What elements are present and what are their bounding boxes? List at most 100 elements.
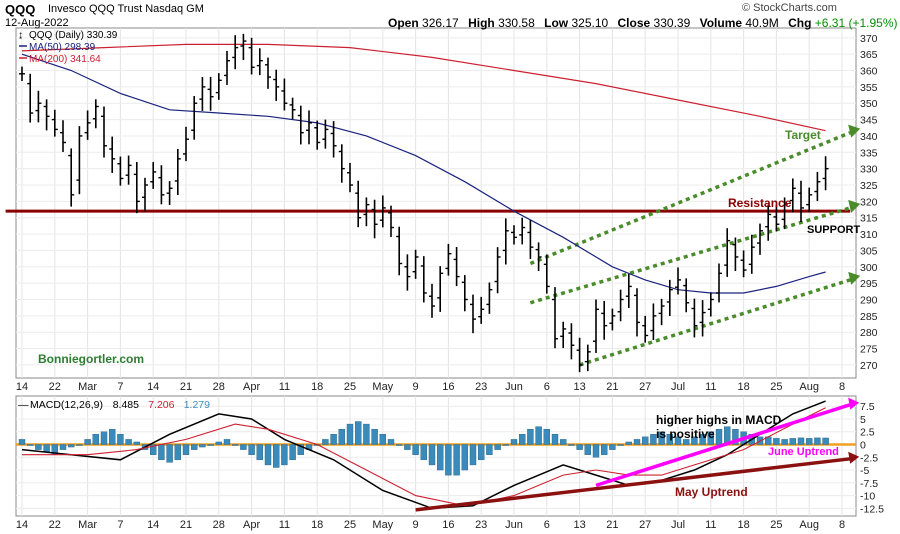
price-tick-label: 300 bbox=[860, 262, 878, 274]
macd-histogram-bar bbox=[666, 434, 673, 445]
date-tick-label: 13 bbox=[573, 381, 585, 393]
legend-entry: MA(200) 341.64 bbox=[29, 54, 101, 65]
date-tick-label: Mar bbox=[78, 519, 97, 531]
macd-histogram-bar bbox=[428, 444, 436, 466]
date-tick-label: 22 bbox=[49, 381, 61, 393]
macd-histogram-bar bbox=[264, 444, 272, 466]
macd-legend: — MACD(12,26,9) 8.485 7.206 1.279 bbox=[18, 399, 210, 411]
price-tick-label: 270 bbox=[860, 360, 878, 372]
macd-histogram-bar bbox=[273, 444, 280, 468]
price-tick-label: 305 bbox=[860, 245, 878, 257]
macd-histogram-bar bbox=[789, 438, 796, 445]
macd-tick-label: 2.5 bbox=[860, 427, 875, 439]
macd-histogram-bar bbox=[379, 434, 386, 445]
macd-tick-label: 7.5 bbox=[860, 401, 875, 413]
close-value: 330.39 bbox=[653, 16, 691, 30]
change-value: +6.31 (+1.95%) bbox=[814, 16, 898, 30]
date-tick-label: 18 bbox=[311, 519, 323, 531]
macd-histogram-bar bbox=[67, 444, 75, 448]
date-tick-label: 7 bbox=[117, 381, 123, 393]
macd-histogram-bar bbox=[601, 444, 608, 455]
macd-histogram-bar bbox=[437, 444, 444, 471]
price-bars bbox=[19, 33, 829, 373]
legend-entry: 7.206 bbox=[148, 399, 174, 411]
macd-histogram-bar bbox=[510, 439, 518, 445]
date-tick-label: 11 bbox=[705, 381, 716, 393]
date-tick-label: 21 bbox=[180, 519, 192, 531]
macd-histogram-bar bbox=[404, 444, 411, 450]
macd-histogram-bar bbox=[420, 444, 427, 461]
date-tick-label: 13 bbox=[573, 519, 585, 531]
date-tick-label: Aug bbox=[799, 381, 819, 393]
price-plot-frame bbox=[15, 27, 857, 379]
macd-histogram-bar bbox=[207, 444, 214, 446]
price-panel bbox=[15, 27, 857, 379]
macd-histogram-bar bbox=[59, 444, 67, 450]
macd-histogram-bar bbox=[650, 434, 657, 445]
price-tick-label: 295 bbox=[860, 278, 878, 290]
date-tick-label: 18 bbox=[737, 519, 749, 531]
date-tick-label: Aug bbox=[799, 519, 819, 531]
legend-glyph: ↨ bbox=[18, 30, 23, 41]
macd-histogram-bar bbox=[445, 444, 452, 476]
macd-histogram-bar bbox=[396, 444, 403, 446]
volume-label: Volume bbox=[699, 16, 743, 30]
low-value: 325.10 bbox=[571, 16, 609, 30]
annotation-is-positive: is positive bbox=[656, 427, 715, 441]
date-tick-label: Jul bbox=[671, 519, 685, 531]
date-tick-label: 27 bbox=[639, 381, 651, 393]
close-label: Close bbox=[617, 16, 651, 30]
annotation-may-uptrend: May Uptrend bbox=[675, 485, 748, 499]
price-tick-label: 280 bbox=[860, 327, 878, 339]
date-tick-label: 8 bbox=[839, 381, 845, 393]
date-tick-label: 8 bbox=[839, 519, 845, 531]
annotation-support: SUPPORT bbox=[807, 224, 860, 236]
macd-tick-label: -5 bbox=[860, 465, 869, 477]
trendline-arrowhead bbox=[848, 271, 861, 285]
brand-credit: © StockCharts.com bbox=[742, 2, 837, 14]
macd-histogram-bar bbox=[617, 444, 624, 446]
macd-histogram-bar bbox=[527, 428, 534, 445]
date-tick-label: Apr bbox=[243, 519, 260, 531]
macd-histogram-bar bbox=[715, 428, 723, 445]
price-tick-label: 365 bbox=[860, 49, 878, 61]
macd-histogram-bar bbox=[781, 439, 788, 445]
date-tick-label: 22 bbox=[49, 519, 61, 531]
macd-histogram-bar bbox=[806, 438, 813, 445]
macd-histogram-bar bbox=[100, 431, 108, 445]
date-tick-label: 28 bbox=[213, 381, 225, 393]
price-trendlines bbox=[5, 124, 861, 367]
macd-tick-label: -2.5 bbox=[860, 452, 878, 464]
date-tick-label: Jun bbox=[505, 519, 523, 531]
macd-histogram-bar bbox=[592, 444, 600, 458]
macd-histogram-bar bbox=[683, 439, 690, 445]
macd-histogram-bar bbox=[773, 438, 780, 445]
macd-histogram-bar bbox=[469, 444, 477, 466]
open-label: Open bbox=[388, 16, 419, 30]
macd-histogram-bar bbox=[584, 444, 591, 455]
date-tick-label: 11 bbox=[279, 519, 290, 531]
high-value: 330.58 bbox=[498, 16, 535, 30]
legend-entry: QQQ (Daily) 330.39 bbox=[29, 30, 118, 41]
date-tick-label: 6 bbox=[544, 519, 550, 531]
macd-histogram-bar bbox=[338, 428, 345, 445]
macd-histogram-bar bbox=[174, 444, 182, 461]
price-axis: 270 275 280 285 290 295 300 305 310 315 320 325 330 3… bbox=[860, 33, 878, 372]
macd-tick-label: 5 bbox=[860, 414, 866, 426]
macd-histogram-bar bbox=[478, 444, 485, 461]
legend-entry: 1.279 bbox=[184, 399, 210, 411]
may-uptrend-line bbox=[415, 457, 851, 512]
trendline-arrowhead bbox=[848, 397, 860, 410]
date-tick-label: 21 bbox=[180, 381, 192, 393]
macd-tick-label: -10 bbox=[860, 491, 875, 503]
date-tick-label: May bbox=[372, 381, 393, 393]
price-tick-label: 350 bbox=[860, 98, 878, 110]
macd-histogram-bar bbox=[158, 444, 165, 461]
channel-trendline bbox=[529, 131, 851, 266]
macd-histogram-bar bbox=[568, 444, 575, 446]
macd-histogram-bar bbox=[674, 436, 682, 445]
date-tick-label: 25 bbox=[770, 519, 782, 531]
macd-histogram-bar bbox=[166, 444, 173, 463]
price-tick-label: 335 bbox=[860, 147, 878, 159]
macd-histogram-bar bbox=[502, 444, 509, 446]
